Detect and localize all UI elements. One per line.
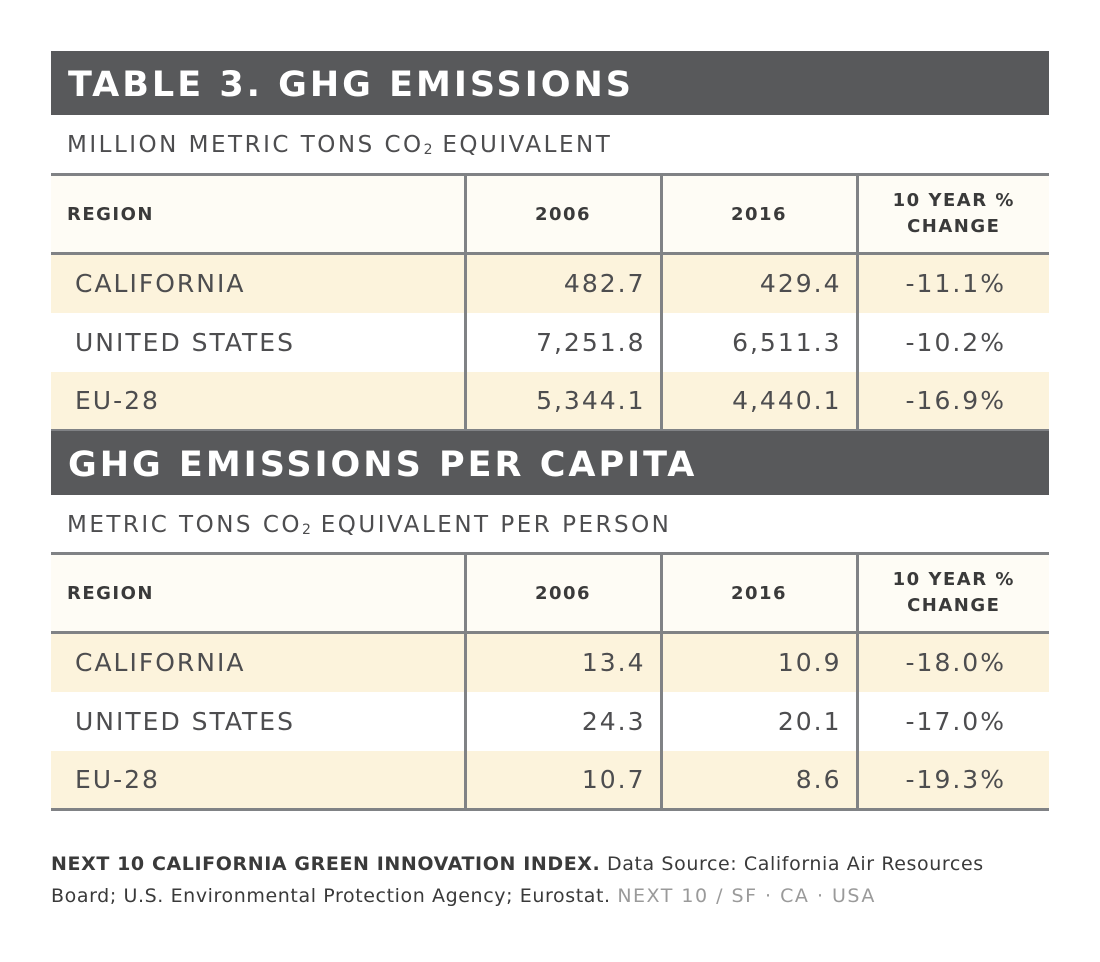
table-2: REGION 2006 2016 10 YEAR % CHANGE CALIFOR… bbox=[51, 552, 1049, 811]
table-row: UNITED STATES 7,251.8 6,511.3 -10.2% bbox=[51, 312, 1049, 372]
table-1-title-bar: TABLE 3. GHG EMISSIONS bbox=[51, 51, 1049, 115]
value-2016-cell: 8.6 bbox=[659, 750, 857, 811]
table-1: REGION 2006 2016 10 YEAR % CHANGE CALIFOR… bbox=[51, 173, 1049, 432]
column-header-2016: 2016 bbox=[659, 173, 857, 255]
table-header-row: REGION 2006 2016 10 YEAR % CHANGE bbox=[51, 552, 1049, 634]
value-2016-cell: 20.1 bbox=[659, 691, 857, 751]
change-header-line-1: 10 YEAR % bbox=[892, 190, 1015, 211]
table-2-title-bar: GHG EMISSIONS PER CAPITA bbox=[51, 431, 1049, 495]
table-2-subtitle-suffix: EQUIVALENT PER PERSON bbox=[310, 512, 672, 538]
column-header-2016: 2016 bbox=[659, 552, 857, 634]
table-row: UNITED STATES 24.3 20.1 -17.0% bbox=[51, 691, 1049, 751]
region-cell: EU-28 bbox=[51, 750, 465, 811]
footnote-data-source: Data Source: California Air Resources Bo… bbox=[51, 853, 984, 907]
column-header-2006: 2006 bbox=[463, 552, 661, 634]
value-2006-cell: 482.7 bbox=[463, 253, 661, 313]
table-1-subtitle-suffix: EQUIVALENT bbox=[432, 132, 613, 158]
table-1-subtitle-text: MILLION METRIC TONS CO bbox=[67, 132, 424, 158]
table-2-subtitle-subscript: 2 bbox=[302, 522, 311, 538]
change-cell: -17.0% bbox=[855, 691, 1049, 751]
value-2016-cell: 4,440.1 bbox=[659, 371, 857, 432]
change-header-line-2: CHANGE bbox=[907, 595, 1001, 616]
region-cell: EU-28 bbox=[51, 371, 465, 432]
change-cell: -10.2% bbox=[855, 312, 1049, 372]
value-2016-cell: 10.9 bbox=[659, 632, 857, 692]
change-header-line-2: CHANGE bbox=[907, 216, 1001, 237]
change-cell: -19.3% bbox=[855, 750, 1049, 811]
table-2-title: GHG EMISSIONS PER CAPITA bbox=[68, 445, 698, 485]
table-1-subtitle-subscript: 2 bbox=[423, 142, 433, 158]
region-cell: UNITED STATES bbox=[51, 691, 465, 751]
column-header-region: REGION bbox=[51, 552, 465, 634]
table-row: CALIFORNIA 482.7 429.4 -11.1% bbox=[51, 253, 1049, 313]
column-header-change: 10 YEAR % CHANGE bbox=[855, 173, 1049, 255]
column-header-region: REGION bbox=[51, 173, 465, 255]
column-header-change: 10 YEAR % CHANGE bbox=[855, 552, 1049, 634]
value-2016-cell: 429.4 bbox=[659, 253, 857, 313]
footnote-brand: NEXT 10 / SF · CA · USA bbox=[617, 885, 876, 907]
value-2006-cell: 10.7 bbox=[463, 750, 661, 811]
value-2006-cell: 24.3 bbox=[463, 691, 661, 751]
value-2006-cell: 7,251.8 bbox=[463, 312, 661, 372]
region-cell: UNITED STATES bbox=[51, 312, 465, 372]
table-1-title: TABLE 3. GHG EMISSIONS bbox=[68, 65, 634, 105]
column-header-2006: 2006 bbox=[463, 173, 661, 255]
value-2016-cell: 6,511.3 bbox=[659, 312, 857, 372]
table-header-row: REGION 2006 2016 10 YEAR % CHANGE bbox=[51, 173, 1049, 255]
region-cell: CALIFORNIA bbox=[51, 253, 465, 313]
table-row: EU-28 10.7 8.6 -19.3% bbox=[51, 750, 1049, 811]
table-row: CALIFORNIA 13.4 10.9 -18.0% bbox=[51, 632, 1049, 692]
table-row: EU-28 5,344.1 4,440.1 -16.9% bbox=[51, 371, 1049, 432]
change-cell: -16.9% bbox=[855, 371, 1049, 432]
value-2006-cell: 13.4 bbox=[463, 632, 661, 692]
change-cell: -11.1% bbox=[855, 253, 1049, 313]
table-2-subtitle-text: METRIC TONS CO bbox=[67, 512, 302, 538]
table-1-subtitle: MILLION METRIC TONS CO2 EQUIVALENT bbox=[67, 132, 612, 158]
source-footnote: NEXT 10 CALIFORNIA GREEN INNOVATION INDE… bbox=[51, 848, 1051, 912]
footnote-publication: NEXT 10 CALIFORNIA GREEN INNOVATION INDE… bbox=[51, 853, 601, 875]
table-2-subtitle: METRIC TONS CO2 EQUIVALENT PER PERSON bbox=[67, 512, 671, 538]
value-2006-cell: 5,344.1 bbox=[463, 371, 661, 432]
region-cell: CALIFORNIA bbox=[51, 632, 465, 692]
change-header-line-1: 10 YEAR % bbox=[892, 569, 1015, 590]
change-cell: -18.0% bbox=[855, 632, 1049, 692]
